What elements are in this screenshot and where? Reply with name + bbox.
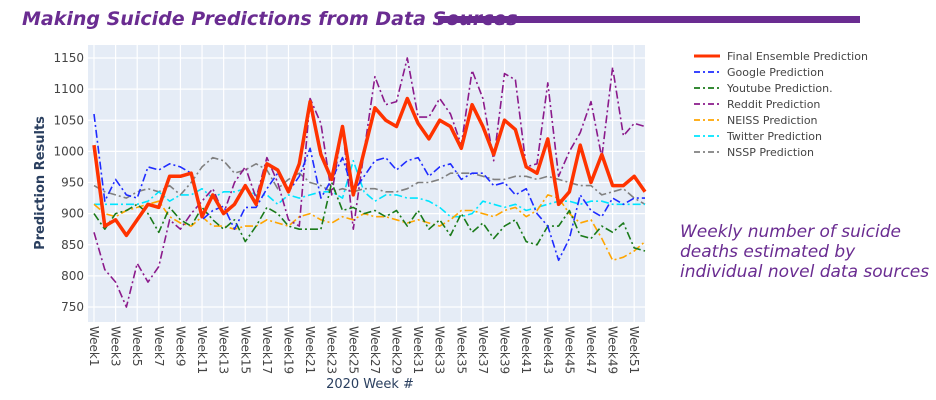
legend-label: Youtube Prediction.	[726, 82, 833, 95]
slide-annotation: Weekly number of suicide deaths estimate…	[680, 222, 930, 282]
y-axis-title: Prediction Results	[33, 116, 48, 250]
y-tick-label: 900	[61, 207, 84, 221]
legend-label: Reddit Prediction	[727, 98, 820, 111]
y-tick-label: 1150	[53, 51, 84, 65]
x-tick-label: Week47	[584, 326, 598, 374]
series-line-google-prediction	[93, 113, 645, 262]
x-tick-label: Week35	[454, 326, 468, 374]
legend-label: Final Ensemble Prediction	[727, 50, 868, 63]
x-tick-label: Week37	[476, 326, 490, 374]
x-tick-label: Week11	[195, 326, 209, 374]
x-tick-label: Week43	[541, 326, 555, 374]
x-tick-label: Week29	[390, 326, 404, 374]
x-tick-label: Week1	[87, 326, 101, 367]
x-tick-label: Week17	[260, 326, 274, 374]
legend-label: Google Prediction	[727, 66, 824, 79]
x-tick-label: Week23	[325, 326, 339, 374]
series-line-youtube-prediction	[93, 181, 646, 252]
legend-label: Twitter Prediction	[726, 130, 822, 143]
x-tick-label: Week49	[606, 326, 620, 374]
x-tick-labels: Week1 Week3 Week5 Week7 Week9 Week11 Week13 Wee…	[87, 326, 641, 374]
series-line-twitter-prediction	[94, 159, 645, 218]
x-tick-label: Week41	[519, 326, 533, 374]
y-tick-label: 950	[61, 176, 84, 190]
x-tick-label: Week19	[281, 326, 295, 374]
title-underline-bar	[438, 16, 860, 23]
x-tick-label: Week15	[238, 326, 252, 374]
x-tick-label: Week51	[627, 326, 641, 374]
x-tick-label: Week45	[562, 326, 576, 374]
series-lines	[92, 57, 647, 308]
x-tick-label: Week3	[109, 326, 123, 367]
x-tick-label: Week25	[346, 326, 360, 374]
x-tick-label: Week9	[173, 326, 187, 367]
y-tick-labels: 750 800 850 900 950 1000 1050 1100 1150	[53, 51, 84, 314]
y-tick-label: 750	[61, 300, 84, 314]
series-line-final-ensemble-prediction	[92, 96, 647, 238]
x-tick-label: Week27	[368, 326, 382, 374]
legend: Final Ensemble Prediction Google Predicti…	[694, 50, 868, 159]
plot-area	[88, 45, 645, 322]
x-tick-label: Week31	[411, 326, 425, 374]
y-tick-label: 800	[61, 269, 84, 283]
legend-label: NEISS Prediction	[727, 114, 818, 127]
x-tick-label: Week33	[433, 326, 447, 374]
gridlines	[88, 45, 645, 322]
slide-title: Making Suicide Predictions from Data Sou…	[22, 8, 518, 30]
x-tick-label: Week39	[498, 326, 512, 374]
x-tick-label: Week5	[130, 326, 144, 367]
x-tick-label: Week13	[217, 326, 231, 374]
y-tick-label: 850	[61, 238, 84, 252]
x-tick-label: Week21	[303, 326, 317, 374]
legend-label: NSSP Prediction	[727, 146, 814, 159]
series-line-reddit-prediction	[93, 57, 646, 308]
y-tick-label: 1000	[53, 144, 84, 158]
series-line-neiss-prediction	[93, 194, 646, 262]
y-tick-label: 1050	[53, 113, 84, 127]
x-axis-title: 2020 Week #	[326, 377, 414, 392]
x-tick-label: Week7	[152, 326, 166, 367]
y-tick-label: 1100	[53, 82, 84, 96]
